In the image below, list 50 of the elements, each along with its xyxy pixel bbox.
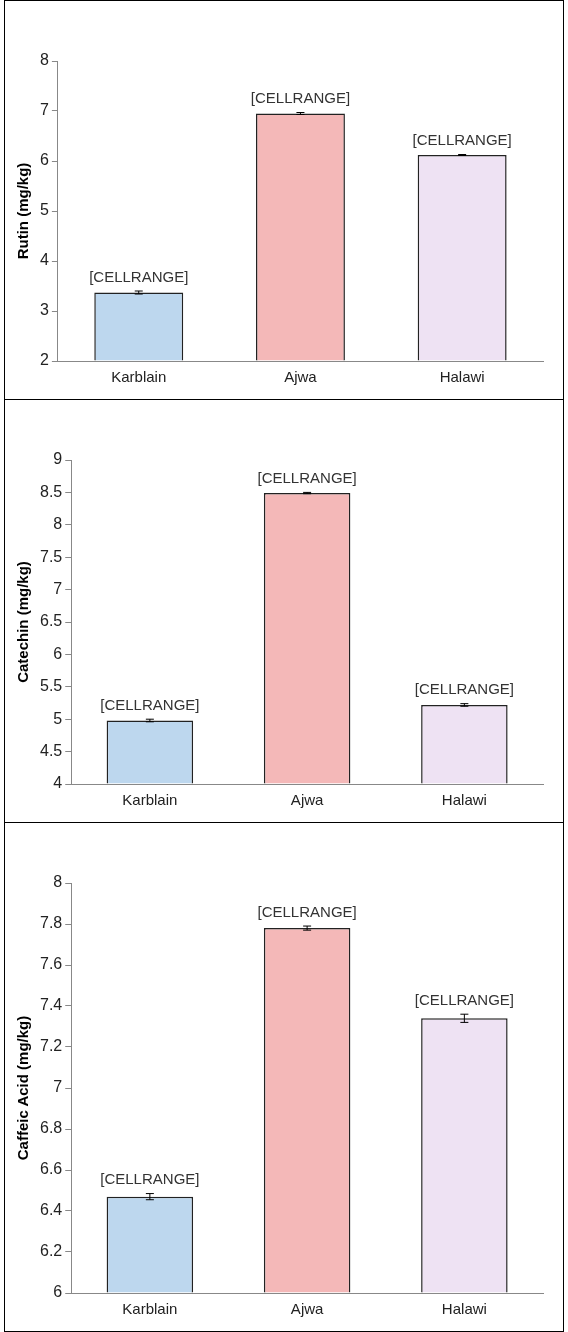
x-tick-label: Halawi bbox=[441, 1300, 487, 1318]
y-tick-label: 2 bbox=[39, 351, 49, 369]
x-tick-label: Ajwa bbox=[290, 791, 325, 809]
y-tick-label: 6 bbox=[39, 151, 49, 169]
x-tick-label: Halawi bbox=[441, 791, 487, 809]
y-tick-label: 7.2 bbox=[39, 1037, 63, 1055]
y-tick-label: 3 bbox=[39, 301, 49, 319]
x-tick-label: Ajwa bbox=[284, 368, 318, 386]
data-label: [CELLRANGE] bbox=[100, 1170, 200, 1188]
y-tick-label: 4 bbox=[39, 251, 49, 269]
data-label: [CELLRANGE] bbox=[257, 902, 357, 920]
y-axis-title: Caffeic Acid (mg/kg) bbox=[14, 1015, 32, 1161]
y-tick-label: 5 bbox=[39, 201, 49, 219]
y-axis-title: Catechin (mg/kg) bbox=[14, 561, 32, 683]
data-label: [CELLRANGE] bbox=[250, 89, 351, 107]
y-tick-label: 6.4 bbox=[39, 1201, 63, 1219]
data-label: [CELLRANGE] bbox=[89, 267, 189, 285]
y-tick-label: 5.5 bbox=[39, 677, 63, 695]
y-tick-label: 6.8 bbox=[39, 1119, 63, 1137]
y-tick-label: 6.2 bbox=[39, 1242, 63, 1260]
data-label: [CELLRANGE] bbox=[412, 131, 512, 149]
y-tick-label: 8 bbox=[39, 51, 49, 69]
x-tick-label: Halawi bbox=[439, 368, 485, 386]
y-tick-label: 4 bbox=[53, 774, 63, 792]
y-tick-label: 7.6 bbox=[39, 955, 63, 973]
x-tick-label: Karblain bbox=[111, 368, 167, 386]
data-label: [CELLRANGE] bbox=[414, 990, 514, 1008]
data-label: [CELLRANGE] bbox=[414, 680, 514, 698]
y-tick-label: 7 bbox=[53, 1078, 63, 1096]
data-label: [CELLRANGE] bbox=[257, 469, 357, 487]
y-tick-label: 9 bbox=[53, 450, 63, 468]
y-tick-label: 5 bbox=[53, 709, 63, 727]
y-tick-label: 4.5 bbox=[39, 742, 63, 760]
y-tick-label: 6.6 bbox=[39, 1160, 63, 1178]
y-tick-label: 7 bbox=[53, 580, 63, 598]
y-tick-label: 7.5 bbox=[39, 547, 63, 565]
x-tick-label: Karblain bbox=[122, 1300, 178, 1318]
y-tick-label: 7.8 bbox=[39, 914, 63, 932]
y-tick-label: 8 bbox=[53, 515, 63, 533]
y-tick-label: 7.4 bbox=[39, 996, 63, 1014]
y-tick-label: 6 bbox=[53, 1283, 63, 1301]
data-label: [CELLRANGE] bbox=[100, 695, 200, 713]
x-tick-label: Ajwa bbox=[290, 1300, 325, 1318]
y-tick-label: 6.5 bbox=[39, 612, 63, 630]
y-tick-label: 6 bbox=[53, 644, 63, 662]
y-tick-label: 8.5 bbox=[39, 482, 63, 500]
y-tick-label: 8 bbox=[53, 873, 63, 891]
x-tick-label: Karblain bbox=[122, 791, 178, 809]
y-tick-label: 7 bbox=[39, 101, 49, 119]
y-axis-title: Rutin (mg/kg) bbox=[14, 162, 32, 260]
